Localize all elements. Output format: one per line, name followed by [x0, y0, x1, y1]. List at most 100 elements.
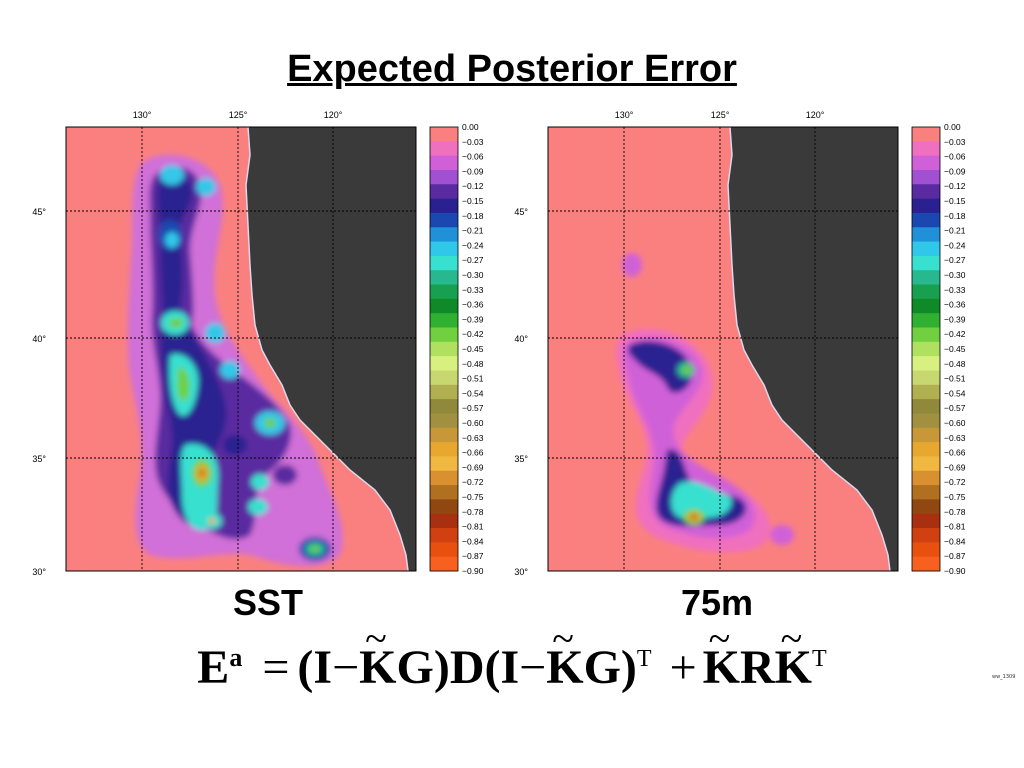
colorbar-swatch — [912, 270, 940, 286]
colorbar-swatch — [430, 169, 458, 185]
colorbar-swatch — [430, 456, 458, 472]
panel-caption-75m: 75m — [680, 582, 754, 623]
colorbar-tick-label: −0.21 — [944, 226, 966, 236]
colorbar-swatch — [430, 556, 458, 572]
formula-tilde-3: ~ — [708, 616, 731, 661]
colorbar-swatch — [430, 513, 458, 529]
colorbar-tick-label: −0.15 — [944, 196, 966, 206]
colorbar-swatch — [912, 456, 940, 472]
map-area — [65, 126, 417, 572]
colorbar-swatch — [430, 528, 458, 543]
colorbar-swatch — [430, 384, 458, 400]
colorbar-tick-label: −0.27 — [462, 255, 484, 265]
colorbar-tick-label: −0.45 — [462, 344, 484, 354]
formula-I2: I — [500, 641, 520, 694]
colorbar-tick-label: −0.72 — [944, 477, 966, 487]
formula-tilde-4: ~ — [780, 616, 803, 661]
formula-sup-T2: T — [812, 646, 827, 672]
colorbar-swatch — [430, 470, 458, 486]
colorbar-swatch — [912, 470, 940, 486]
colorbar-swatch — [912, 284, 940, 300]
map-panel-75m: 130° 125° 120° 45° 40° 35° 30° — [502, 105, 972, 583]
colorbar-tick-label: −0.75 — [462, 492, 484, 502]
colorbar-tick-label: 0.00 — [944, 122, 961, 132]
colorbar-tick-label: −0.78 — [462, 507, 484, 517]
colorbar-tick-label: −0.57 — [944, 403, 966, 413]
formula-I1: I — [313, 641, 333, 694]
lat-label-35: 35° — [514, 454, 528, 464]
colorbar-swatch — [912, 327, 940, 343]
formula-Ktilde1: ~ K — [359, 616, 397, 694]
colorbar-tick-label: −0.12 — [462, 181, 484, 191]
colorbar-swatch — [430, 212, 458, 228]
colorbar-tick-label: −0.09 — [462, 166, 484, 176]
colorbar-tick-label: −0.72 — [462, 477, 484, 487]
colorbar-tick-label: −0.27 — [944, 255, 966, 265]
colorbar-tick-label: −0.81 — [944, 522, 966, 532]
formula-Ktilde4: ~ K — [774, 616, 813, 694]
formula-sup-T1: T — [636, 646, 652, 672]
formula-tilde-1: ~ — [365, 616, 387, 661]
colorbar-tick-label: 0.00 — [462, 122, 479, 132]
lon-label-130: 130° — [615, 110, 634, 120]
colorbar-swatch — [430, 227, 458, 243]
coastline — [727, 126, 891, 572]
page-title: Expected Posterior Error — [287, 48, 737, 90]
colorbar-swatch — [912, 212, 940, 228]
formula: Ea = (I− ~ KG)D(I− ~ KG)T + ~ KR ~ KT — [0, 616, 1024, 695]
colorbar-tick-label: −0.81 — [462, 522, 484, 532]
lon-label-125: 125° — [711, 110, 730, 120]
colorbar-swatch — [430, 542, 458, 558]
colorbar-tick-label: −0.09 — [944, 166, 966, 176]
error-field — [616, 253, 794, 553]
colorbar-tick-label: −0.30 — [944, 270, 966, 280]
colorbar-swatch — [430, 313, 458, 329]
colorbar-swatch — [430, 485, 458, 500]
colorbar-tick-label: −0.84 — [944, 536, 966, 546]
lon-label-120: 120° — [806, 110, 825, 120]
colorbar-tick-label: −0.66 — [462, 448, 484, 458]
colorbar-swatch — [912, 427, 940, 443]
colorbar-tick-label: −0.21 — [462, 226, 484, 236]
lon-label-125: 125° — [229, 110, 248, 120]
colorbar-tick-label: −0.69 — [944, 462, 966, 472]
colorbar-tick-label: −0.12 — [944, 181, 966, 191]
colorbar-tick-label: −0.33 — [462, 285, 484, 295]
colorbar-tick-label: −0.60 — [462, 418, 484, 428]
colorbar-tick-label: −0.39 — [944, 314, 966, 324]
colorbar-swatch — [912, 528, 940, 543]
colorbar-tick-label: −0.24 — [944, 240, 966, 250]
formula-minus2: − — [519, 641, 547, 694]
colorbar-swatch — [912, 298, 940, 314]
formula-tilde-2: ~ — [552, 616, 574, 661]
colorbar-tick-label: −0.33 — [944, 285, 966, 295]
colorbar-tick-label: −0.42 — [462, 329, 484, 339]
colorbar-swatch — [430, 341, 458, 357]
formula-rparen1: ) — [433, 641, 450, 694]
colorbar-tick-label: −0.78 — [944, 507, 966, 517]
lat-label-45: 45° — [32, 207, 46, 217]
lat-label-30: 30° — [514, 567, 528, 577]
coastline — [245, 126, 409, 572]
formula-lparen1: ( — [297, 641, 314, 694]
colorbar-swatch — [912, 255, 940, 271]
lat-label-40: 40° — [32, 334, 46, 344]
lat-label-35: 35° — [32, 454, 46, 464]
colorbar-swatch — [912, 442, 940, 457]
colorbar-swatch — [912, 241, 940, 257]
lon-label-130: 130° — [133, 110, 152, 120]
colorbar-tick-label: −0.51 — [462, 374, 484, 384]
formula-G1: G — [396, 641, 434, 694]
corner-note: ww_1309 — [992, 674, 1016, 680]
formula-D: D — [449, 641, 485, 694]
colorbar: 0.00 −0.03 −0.06 −0.09 −0.12 −0.15 −0.18 −0.21 −… — [911, 122, 966, 576]
colorbar-swatch — [912, 227, 940, 243]
lat-label-30: 30° — [32, 567, 46, 577]
colorbar-swatch — [430, 141, 458, 157]
colorbar-tick-label: −0.24 — [462, 240, 484, 250]
map-grid — [548, 127, 898, 571]
colorbar-tick-label: −0.60 — [944, 418, 966, 428]
colorbar-tick-label: −0.45 — [944, 344, 966, 354]
colorbar-swatch — [430, 127, 458, 142]
colorbar-swatch — [912, 356, 940, 371]
